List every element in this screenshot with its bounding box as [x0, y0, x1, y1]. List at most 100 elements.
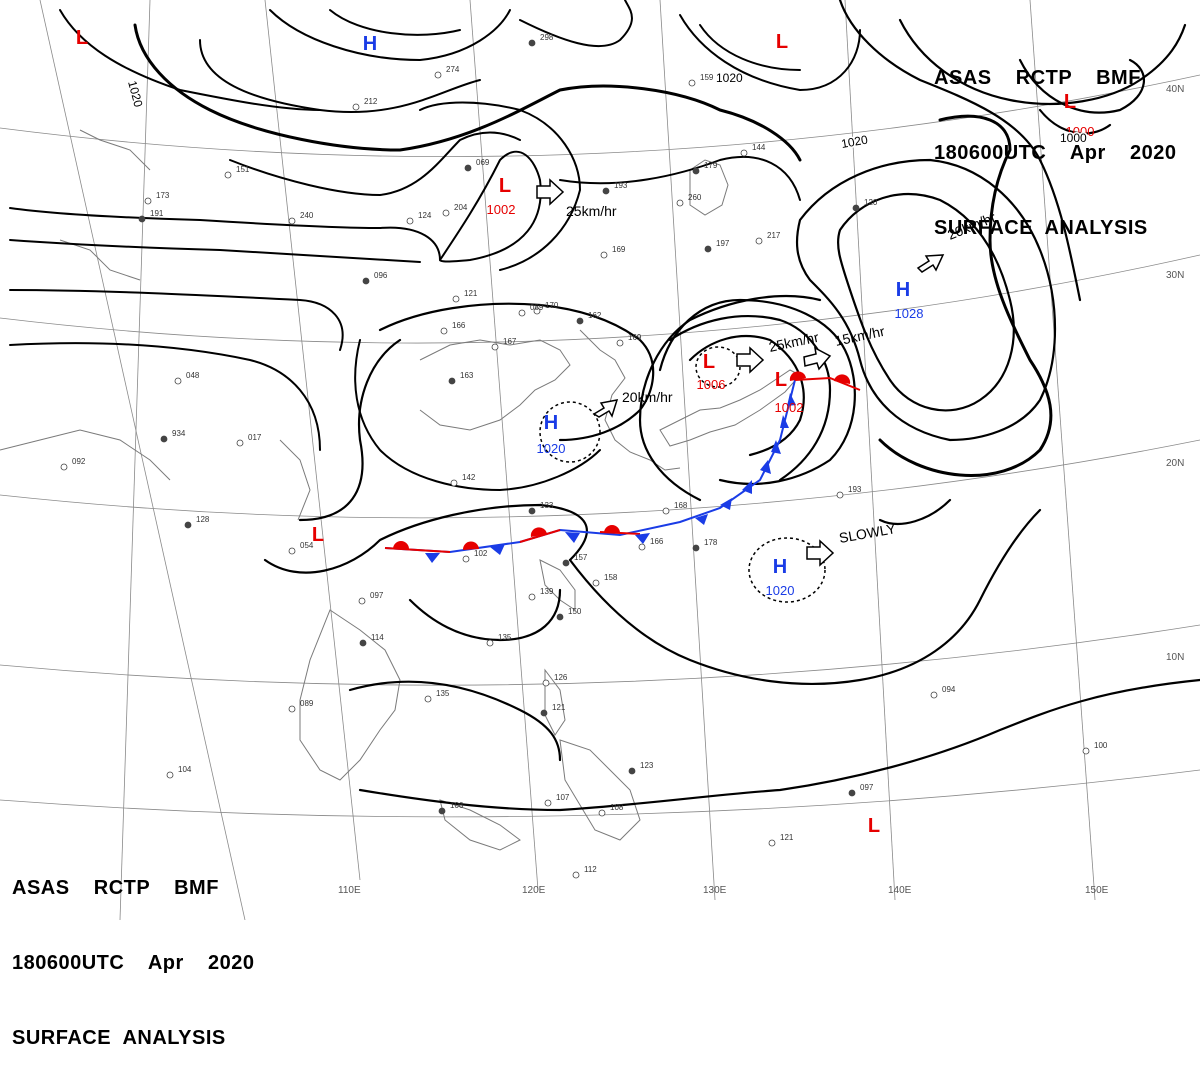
station-pressure: 106: [450, 801, 464, 810]
low-center-symbol: L: [776, 31, 788, 53]
station-pressure: 197: [716, 239, 730, 248]
station-marker: [848, 789, 856, 797]
header-title: SURFACE ANALYSIS: [12, 1027, 226, 1049]
isobar-value-label: 1020: [716, 71, 743, 85]
station-marker: [692, 167, 700, 175]
station-marker: [598, 809, 606, 817]
station-marker: [442, 209, 450, 217]
station-marker: [836, 491, 844, 499]
station-marker: [464, 164, 472, 172]
high-center-symbol: H: [896, 279, 910, 301]
longitude-label: 130E: [703, 885, 727, 896]
station-pressure: 123: [640, 761, 654, 770]
station-marker: [450, 479, 458, 487]
header-agency: ASAS RCTP BMF: [934, 67, 1141, 89]
station-marker: [166, 771, 174, 779]
station-pressure: 240: [300, 211, 314, 220]
station-pressure: 100: [1094, 741, 1108, 750]
station-marker: [533, 307, 541, 315]
station-marker: [174, 377, 182, 385]
station-pressure: 193: [614, 181, 628, 190]
station-marker: [448, 377, 456, 385]
motion-arrow: [736, 346, 765, 374]
station-pressure: 193: [848, 485, 862, 494]
station-marker: [491, 343, 499, 351]
station-marker: [359, 639, 367, 647]
station-marker: [288, 217, 296, 225]
pressure-centers: L H L L 1000 L 1002 H 1028 L 1006 L 1002 H 1020 L H 1020 L: [76, 27, 1095, 837]
latitude-label: 40N: [1166, 84, 1184, 95]
header-title: SURFACE ANALYSIS: [934, 217, 1148, 239]
low-center-symbol: L: [76, 27, 88, 49]
motion-label: 25km/hr: [566, 203, 617, 219]
station-pressure: 112: [584, 865, 597, 874]
station-marker: [60, 463, 68, 471]
station-pressure: 133: [540, 501, 554, 510]
low-center-symbol: L: [1064, 91, 1076, 113]
station-marker: [692, 544, 700, 552]
station-marker: [576, 317, 584, 325]
station-marker: [434, 71, 442, 79]
station-marker: [358, 597, 366, 605]
low-center-symbol: L: [312, 524, 324, 546]
station-pressure: 139: [540, 587, 554, 596]
station-marker: [628, 767, 636, 775]
station-pressure: 126: [554, 673, 568, 682]
station-marker: [528, 507, 536, 515]
station-pressure: 142: [462, 473, 476, 482]
station-pressure: 128: [196, 515, 210, 524]
motion-label: SLOWLY: [838, 520, 898, 546]
station-marker: [600, 251, 608, 259]
latitude-label: 10N: [1166, 652, 1184, 663]
motion-arrows: [536, 178, 945, 567]
station-marker: [572, 871, 580, 879]
station-marker: [542, 679, 550, 687]
station-pressure: 107: [556, 793, 570, 802]
station-pressure: 151: [236, 165, 250, 174]
center-pressure-value: 1000: [1066, 124, 1095, 139]
motion-arrow: [806, 539, 835, 567]
station-pressure: 274: [446, 65, 460, 74]
center-pressure-value: 1006: [697, 377, 726, 392]
header-agency: ASAS RCTP BMF: [12, 877, 219, 899]
station-pressure: 114: [371, 633, 384, 642]
longitude-grid: [39, 0, 1096, 920]
latitude-label: 20N: [1166, 458, 1184, 469]
station-marker: [852, 204, 860, 212]
station-pressure: 150: [568, 607, 582, 616]
station-marker: [768, 839, 776, 847]
cold-front-barbs: [425, 393, 796, 563]
station-marker: [592, 579, 600, 587]
station-pressure: 121: [464, 289, 478, 298]
station-marker: [438, 807, 446, 815]
low-center-symbol: L: [499, 175, 511, 197]
station-pressure: 097: [860, 783, 874, 792]
station-pressure: 108: [610, 803, 624, 812]
station-pressure: 017: [248, 433, 262, 442]
station-pressure: 170: [545, 301, 559, 310]
high-center-symbol: H: [544, 412, 558, 434]
station-marker: [662, 507, 670, 515]
station-pressure: 260: [688, 193, 702, 202]
station-pressure: 089: [300, 699, 314, 708]
station-pressure: 934: [172, 429, 186, 438]
high-center-symbol: H: [363, 33, 377, 55]
station-marker: [184, 521, 192, 529]
cold-front-line: [384, 379, 796, 554]
station-pressure: 191: [150, 209, 164, 218]
station-marker: [424, 695, 432, 703]
motion-label: 25km/hr: [767, 329, 820, 355]
station-marker: [556, 613, 564, 621]
center-pressure-value: 1020: [766, 583, 795, 598]
station-numbers: 298 274 212 069 240 124 096 121 166 163 167 170 162 1…: [72, 33, 1108, 874]
station-pressure: 092: [72, 457, 86, 466]
latitude-label: 30N: [1166, 270, 1184, 281]
center-pressure-value: 1020: [537, 441, 566, 456]
station-marker: [224, 171, 232, 179]
station-marker: [740, 149, 748, 157]
isobar-value-label: 1020: [125, 79, 146, 109]
station-marker: [755, 237, 763, 245]
station-pressure: 169: [612, 245, 626, 254]
low-center-symbol: L: [868, 815, 880, 837]
isobar-value-label: 1000: [1060, 131, 1087, 145]
